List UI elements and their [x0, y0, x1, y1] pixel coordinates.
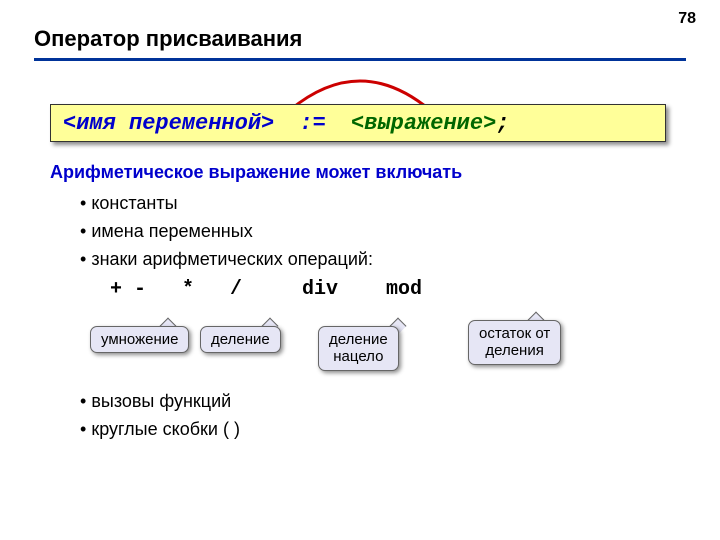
syntax-assign: := [286, 111, 339, 136]
page-number: 78 [678, 10, 696, 28]
list-item: вызовы функций [80, 388, 240, 416]
callout-divide: деление [200, 326, 281, 353]
operators-line: + - * / div mod [110, 278, 422, 301]
syntax-box: <имя переменной> := <выражение> ; [50, 104, 666, 142]
list-item: константы [80, 190, 373, 218]
callout-mod: остаток отделения [468, 320, 561, 365]
list-item: имена переменных [80, 218, 373, 246]
syntax-semicolon: ; [496, 111, 509, 136]
bullets-top: константы имена переменных знаки арифмет… [80, 190, 373, 274]
subtitle: Арифметическое выражение может включать [50, 162, 462, 183]
syntax-expression: <выражение> [351, 111, 496, 136]
bullets-bottom: вызовы функций круглые скобки ( ) [80, 388, 240, 444]
callout-multiply: умножение [90, 326, 189, 353]
slide-title: Оператор присваивания [34, 26, 302, 52]
syntax-variable: <имя переменной> [63, 111, 274, 136]
list-item: круглые скобки ( ) [80, 416, 240, 444]
callout-div: делениенацело [318, 326, 399, 371]
list-item: знаки арифметических операций: [80, 246, 373, 274]
title-underline [34, 58, 686, 61]
